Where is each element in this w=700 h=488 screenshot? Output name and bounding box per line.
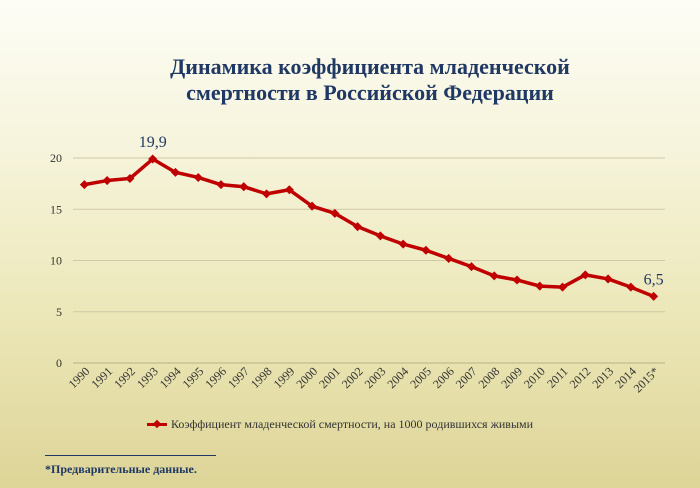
x-tick-label: 2010 xyxy=(521,364,548,391)
y-tick-label: 10 xyxy=(50,254,62,268)
x-tick-label: 2001 xyxy=(316,364,343,391)
annotations: 19,9 6,5 xyxy=(139,134,664,288)
data-point xyxy=(626,282,636,292)
data-point xyxy=(603,274,613,284)
x-tick-label: 1996 xyxy=(202,364,229,391)
data-label: 19,9 xyxy=(139,134,167,151)
x-tick-label: 2015* xyxy=(631,364,662,395)
data-point xyxy=(239,182,249,192)
x-tick-label: 1990 xyxy=(66,364,93,391)
x-tick-label: 2003 xyxy=(362,364,389,391)
data-point xyxy=(421,245,431,255)
data-label: 6,5 xyxy=(644,271,664,288)
data-point xyxy=(284,185,294,195)
legend-swatch xyxy=(147,419,167,429)
x-tick-label: 2009 xyxy=(498,364,525,391)
x-axis-ticks: 1990199119921993199419951996199719981999… xyxy=(66,364,662,395)
gridlines xyxy=(73,157,665,364)
x-tick-label: 1995 xyxy=(179,364,206,391)
data-point xyxy=(193,172,203,183)
data-point xyxy=(102,176,112,186)
footnote: *Предварительные данные. xyxy=(45,462,197,476)
x-tick-label: 1999 xyxy=(271,364,298,391)
footnote-divider xyxy=(45,455,216,456)
x-tick-label: 1992 xyxy=(111,364,138,391)
x-tick-label: 1993 xyxy=(134,364,161,391)
x-tick-label: 2004 xyxy=(384,364,411,391)
data-point xyxy=(649,291,659,301)
data-point xyxy=(125,173,135,184)
series-group xyxy=(79,154,659,301)
x-tick-label: 2008 xyxy=(475,364,502,391)
legend-label: Коэффициент младенческой смертности, на … xyxy=(171,416,534,431)
series-line xyxy=(82,157,656,299)
x-tick-label: 2006 xyxy=(430,364,457,391)
chart-title-line-2: смертности в Российской Федерации xyxy=(186,80,554,105)
x-tick-label: 1994 xyxy=(157,364,184,391)
chart-title-line-1: Динамика коэффициента младенческой xyxy=(170,54,570,79)
x-tick-label: 2007 xyxy=(453,364,480,391)
x-tick-label: 2011 xyxy=(544,364,571,391)
x-tick-label: 2005 xyxy=(407,364,434,391)
chart-title: Динамика коэффициента младенческой смерт… xyxy=(60,54,680,106)
data-point xyxy=(216,180,226,190)
x-tick-label: 2013 xyxy=(589,364,616,391)
data-point xyxy=(512,275,522,285)
y-tick-label: 0 xyxy=(56,356,62,370)
data-point xyxy=(148,154,158,164)
x-tick-label: 2000 xyxy=(293,364,320,391)
x-tick-label: 2002 xyxy=(339,364,366,391)
x-tick-label: 1997 xyxy=(225,364,252,391)
data-point xyxy=(535,281,545,291)
y-tick-label: 20 xyxy=(50,151,62,165)
y-tick-label: 15 xyxy=(50,202,62,216)
data-point xyxy=(79,180,89,190)
legend: Коэффициент младенческой смертности, на … xyxy=(147,416,533,432)
x-tick-label: 1991 xyxy=(88,364,115,391)
y-tick-label: 5 xyxy=(56,305,62,319)
data-point xyxy=(398,239,408,249)
x-tick-label: 2012 xyxy=(567,364,594,391)
data-point xyxy=(262,189,272,199)
data-point xyxy=(444,253,454,263)
y-axis-ticks: 0 5 10 15 20 xyxy=(50,151,62,370)
data-point xyxy=(558,282,568,292)
x-tick-label: 1998 xyxy=(248,364,275,391)
